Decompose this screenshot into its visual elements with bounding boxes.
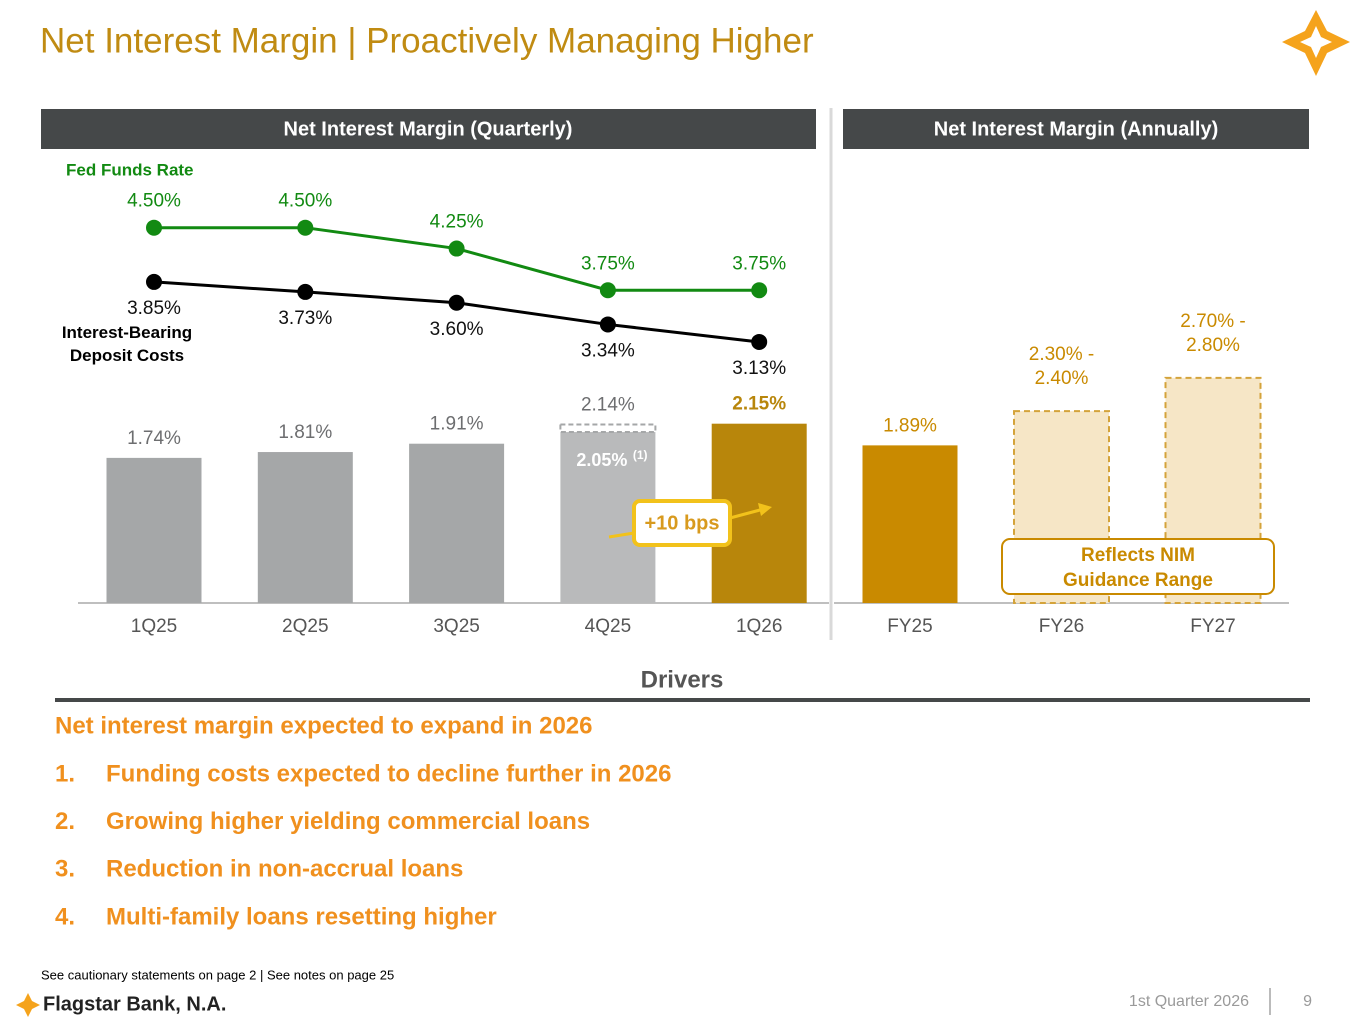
line-value-label: 3.75%	[732, 253, 786, 274]
drivers-lead: Net interest margin expected to expand i…	[55, 712, 593, 739]
driver-number: 3.	[55, 856, 75, 883]
line-value-label: 3.75%	[581, 253, 635, 274]
value-label: 1.89%	[883, 415, 937, 436]
annotation-box	[632, 499, 732, 547]
value-label: 2.30% - 2.40%	[1028, 344, 1095, 390]
chart-title: Net Interest Margin (Annually)	[934, 118, 1218, 140]
legend-label: Interest-Bearing Deposit Costs	[61, 323, 193, 365]
line-value-label: 4.50%	[127, 191, 181, 212]
value-label: 1.74%	[127, 428, 181, 449]
value-label: 2.15%	[732, 394, 786, 415]
driver-number: 4.	[55, 903, 75, 930]
annotation-arrow	[608, 531, 635, 539]
value-label: 1.81%	[278, 422, 332, 443]
driver-text: Funding costs expected to decline furthe…	[106, 760, 671, 787]
annotation-arrow	[729, 508, 761, 520]
line-value-label: 4.25%	[430, 212, 484, 233]
line-point	[297, 219, 314, 236]
footnote: See cautionary statements on page 2 | Se…	[41, 967, 394, 982]
arrowhead	[758, 503, 772, 516]
footnote-ref: (1)	[633, 448, 648, 462]
legend-label: Fed Funds Rate	[66, 160, 194, 179]
line-value-label: 3.34%	[581, 340, 635, 361]
value-label: 2.70% - 2.80%	[1180, 310, 1246, 356]
line-point	[146, 273, 162, 290]
driver-number: 2.	[55, 808, 75, 835]
annotation: +10 bps	[644, 512, 719, 534]
x-tick-label: 4Q25	[585, 616, 631, 637]
value-label: 1.91%	[430, 414, 484, 435]
line-value-label: 3.85%	[127, 298, 181, 319]
page-number: 9	[1303, 993, 1312, 1010]
annotation-box	[1001, 538, 1275, 595]
line-value-label: 3.60%	[430, 319, 484, 340]
chart-title: Net Interest Margin (Quarterly)	[284, 118, 573, 140]
line-point	[599, 316, 616, 333]
line-point	[751, 333, 768, 350]
x-tick-label: FY27	[1190, 616, 1235, 637]
annotation: Reflects NIM Guidance Range	[1063, 545, 1213, 591]
driver-text: Reduction in non-accrual loans	[106, 856, 463, 883]
line-point	[448, 240, 465, 257]
line-value-label: 3.13%	[732, 358, 786, 379]
x-tick-label: 3Q25	[433, 616, 479, 637]
x-tick-label: 1Q26	[736, 616, 782, 637]
line-point	[448, 294, 465, 311]
bar-increment	[559, 423, 657, 434]
line	[154, 226, 760, 292]
bar	[409, 443, 505, 603]
line-value-label: 3.73%	[278, 308, 332, 329]
x-tick-label: FY26	[1039, 616, 1084, 637]
line-point	[297, 283, 314, 300]
line-point	[146, 219, 162, 236]
x-tick-label: 1Q25	[131, 616, 177, 637]
bar	[106, 457, 202, 603]
x-tick-label: FY25	[887, 616, 932, 637]
logo	[1282, 10, 1350, 76]
panel-header	[41, 109, 816, 149]
line-value-label: 4.50%	[278, 191, 332, 212]
driver-number: 1.	[55, 760, 75, 787]
period: 1st Quarter 2026	[1129, 993, 1249, 1010]
footer-logo	[16, 993, 40, 1017]
line-point	[599, 282, 616, 299]
driver-text: Multi-family loans resetting higher	[106, 903, 497, 930]
section-heading: Drivers	[641, 666, 724, 693]
panel-header	[843, 109, 1309, 149]
driver-text: Growing higher yielding commercial loans	[106, 808, 590, 835]
bar	[862, 445, 958, 603]
adjusted-label: 2.05%	[576, 450, 627, 470]
slide-title: Net Interest Margin | Proactively Managi…	[40, 21, 814, 60]
company-name: Flagstar Bank, N.A.	[43, 993, 226, 1015]
value-label: 2.14%	[581, 395, 635, 416]
line-point	[751, 282, 768, 299]
bar	[257, 452, 353, 603]
x-tick-label: 2Q25	[282, 616, 328, 637]
